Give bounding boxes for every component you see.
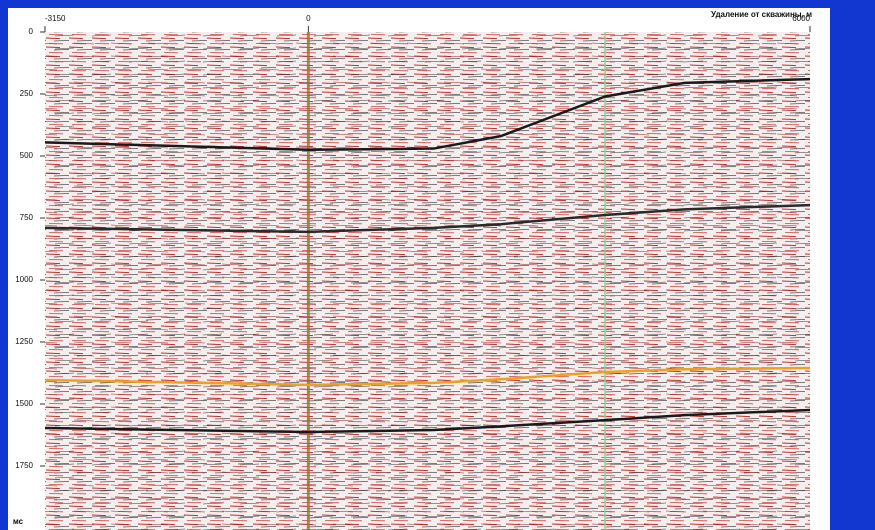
y-tick-label: 250 xyxy=(20,89,34,98)
y-axis-label: мс xyxy=(13,517,24,526)
y-tick-label: 0 xyxy=(29,27,34,36)
y-tick-label: 1250 xyxy=(15,337,33,346)
x-tick-label: 0 xyxy=(306,14,311,23)
seismic-texture xyxy=(45,32,810,530)
seismic-chart: Удаление от скважины, м мс -315006000025… xyxy=(0,0,875,530)
y-tick-label: 1750 xyxy=(15,461,33,470)
x-tick-label: -3150 xyxy=(45,14,66,23)
x-tick-label: 6000 xyxy=(792,14,810,23)
y-tick-label: 1000 xyxy=(15,275,33,284)
y-tick-label: 1500 xyxy=(15,399,33,408)
y-tick-label: 500 xyxy=(20,151,34,160)
y-tick-label: 750 xyxy=(20,213,34,222)
